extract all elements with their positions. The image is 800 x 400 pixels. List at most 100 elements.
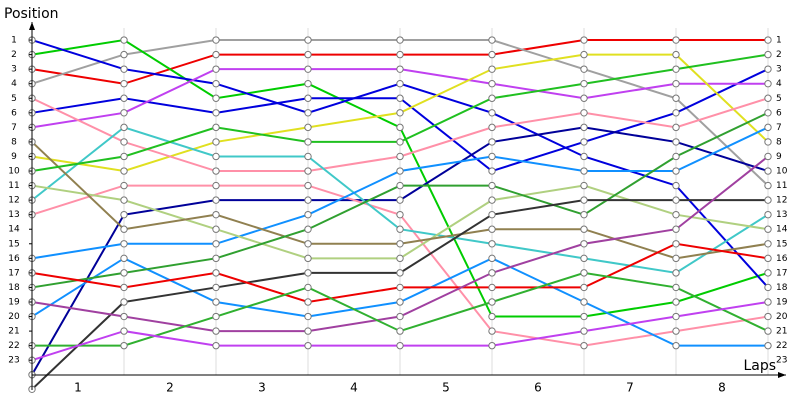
point: [120, 283, 128, 292]
point: [488, 240, 496, 248]
point: [212, 94, 220, 102]
point: [672, 225, 680, 233]
y-tick-label: 15: [8, 239, 19, 249]
y-tick-label: 20: [8, 312, 20, 322]
point: [672, 152, 680, 161]
point: [764, 65, 772, 73]
y-tick-label-right: 14: [776, 225, 788, 235]
point: [580, 94, 588, 102]
point: [304, 80, 312, 88]
point: [212, 312, 220, 321]
point: [764, 181, 772, 190]
point: [580, 283, 588, 292]
point: [580, 65, 588, 73]
point: [580, 152, 588, 161]
point: [304, 254, 312, 263]
y-tick-label-right: 23: [776, 356, 787, 366]
x-tick-label: 1: [74, 381, 82, 395]
point: [304, 181, 312, 190]
point: [764, 80, 772, 88]
point: [396, 298, 404, 306]
y-tick-label-right: 16: [776, 254, 788, 264]
y-tick-label-right: 19: [776, 297, 788, 307]
point: [580, 240, 588, 248]
y-tick-label: 16: [8, 254, 20, 264]
y-tick-label: 9: [11, 152, 17, 162]
point: [120, 298, 128, 306]
point: [304, 65, 312, 73]
y-tick-label: 12: [8, 196, 19, 206]
point: [304, 109, 312, 117]
point: [396, 94, 404, 102]
x-tick-label: 5: [442, 381, 450, 395]
point: [672, 181, 680, 190]
point: [396, 312, 404, 321]
point: [764, 312, 772, 321]
y-tick-label-right: 2: [776, 50, 782, 60]
point: [304, 283, 312, 292]
y-tick-label-right: 11: [776, 181, 787, 191]
point: [764, 196, 772, 204]
y-tick-label-right: 21: [776, 327, 787, 337]
point: [304, 94, 312, 102]
point: [580, 123, 588, 132]
point: [304, 138, 312, 146]
x-axis-arrow: [778, 372, 786, 378]
point: [396, 240, 404, 248]
point: [120, 312, 128, 321]
point: [580, 341, 588, 350]
point: [212, 138, 220, 146]
x-tick-label: 6: [534, 381, 542, 395]
point: [304, 152, 312, 161]
point: [396, 283, 404, 292]
point: [304, 123, 312, 132]
point: [120, 196, 128, 204]
point: [672, 65, 680, 73]
point: [580, 109, 588, 117]
point: [304, 327, 312, 335]
point: [672, 283, 680, 292]
point: [396, 327, 404, 335]
point: [212, 167, 220, 175]
point: [212, 36, 220, 44]
point: [212, 283, 220, 292]
point: [488, 254, 496, 263]
point: [120, 341, 128, 350]
point: [672, 240, 680, 248]
point: [212, 269, 220, 277]
point: [396, 65, 404, 73]
point: [580, 36, 588, 44]
y-tick-label: 3: [11, 65, 17, 75]
point: [764, 341, 772, 350]
point: [212, 210, 220, 219]
point: [396, 50, 404, 59]
point: [488, 36, 496, 44]
point: [672, 196, 680, 204]
point: [488, 94, 496, 102]
point: [120, 254, 128, 263]
point: [672, 269, 680, 277]
point: [580, 312, 588, 321]
y-tick-label: 5: [11, 94, 17, 104]
point: [396, 196, 404, 204]
point: [764, 138, 772, 146]
x-tick-label: 8: [718, 381, 726, 395]
point: [672, 138, 680, 146]
point: [672, 36, 680, 44]
y-tick-label: 11: [8, 181, 19, 191]
point: [764, 152, 772, 161]
y-tick-label: 19: [8, 297, 20, 307]
point: [488, 123, 496, 132]
point: [304, 269, 312, 277]
point: [304, 167, 312, 175]
point: [580, 225, 588, 233]
point: [672, 327, 680, 335]
point: [672, 210, 680, 219]
point: [672, 123, 680, 132]
y-tick-label: 7: [11, 123, 17, 133]
point: [764, 123, 772, 132]
point: [580, 298, 588, 306]
point: [396, 152, 404, 161]
point: [488, 298, 496, 306]
point: [304, 50, 312, 59]
